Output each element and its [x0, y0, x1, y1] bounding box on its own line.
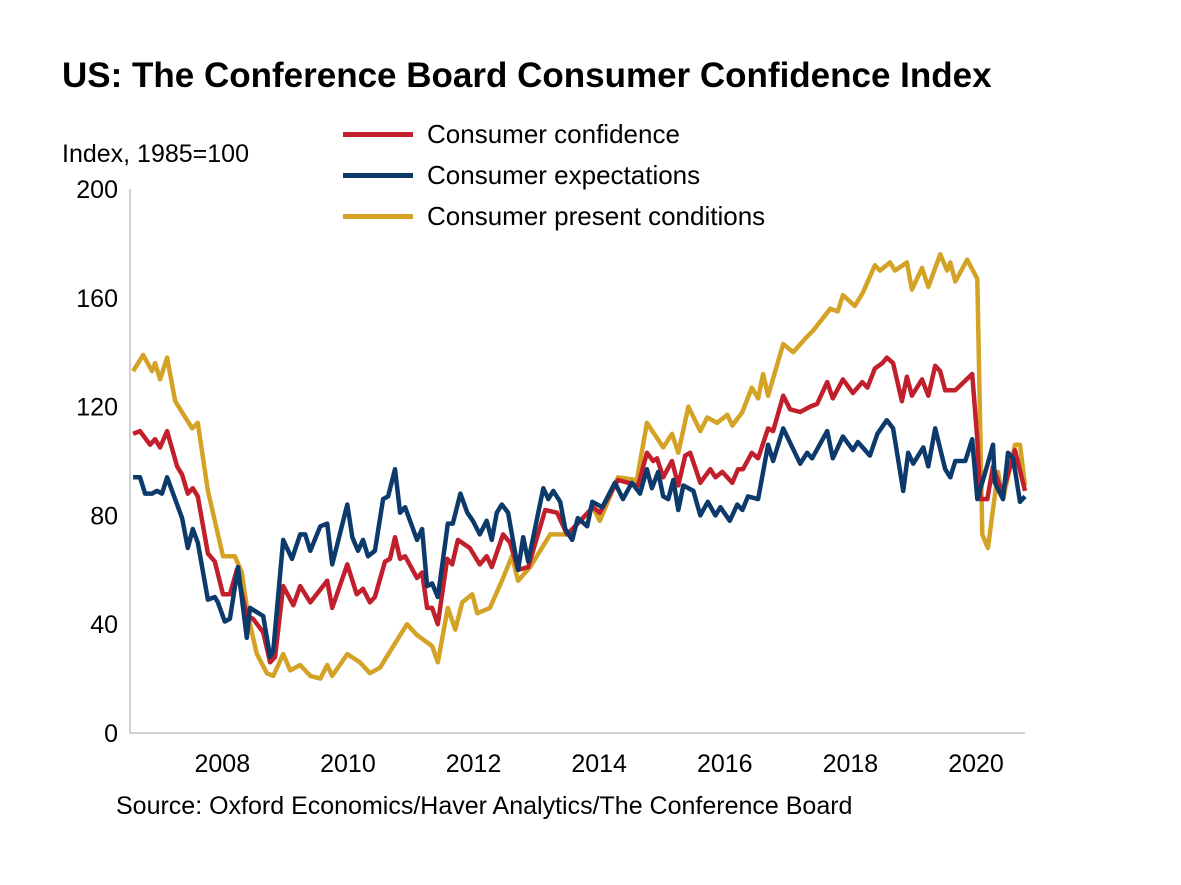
x-tick-label: 2020	[948, 750, 1004, 778]
y-tick-label: 0	[104, 720, 118, 748]
series-lines	[131, 252, 1028, 681]
y-axis-label: Index, 1985=100	[62, 140, 249, 168]
x-tick-label: 2010	[320, 750, 376, 778]
legend-swatch-consumer-expectations	[343, 173, 413, 178]
legend-item-consumer-expectations: Consumer expectations	[343, 155, 765, 196]
y-tick-label: 160	[76, 285, 118, 313]
series-line-consumer-present-conditions	[131, 252, 1028, 681]
legend-item-consumer-present-conditions: Consumer present conditions	[343, 196, 765, 237]
legend-item-consumer-confidence: Consumer confidence	[343, 114, 765, 155]
legend: Consumer confidence Consumer expectation…	[343, 114, 765, 237]
source-note: Source: Oxford Economics/Haver Analytics…	[116, 792, 853, 820]
tick-labels: 0 40 80 120 160 200 2008 2010 2012 2014 2016 2018 20…	[76, 176, 1004, 778]
series-line-consumer-confidence	[132, 355, 1028, 665]
legend-label: Consumer confidence	[427, 119, 680, 149]
x-tick-label: 2016	[697, 750, 753, 778]
x-tick-label: 2014	[571, 750, 627, 778]
axes	[129, 189, 1025, 734]
y-tick-label: 120	[76, 394, 118, 422]
chart-title: US: The Conference Board Consumer Confid…	[62, 56, 992, 95]
x-tick-label: 2012	[446, 750, 502, 778]
legend-label: Consumer expectations	[427, 160, 701, 190]
y-tick-label: 200	[76, 176, 118, 204]
x-tick-label: 2008	[195, 750, 251, 778]
legend-label: Consumer present conditions	[427, 201, 766, 231]
y-tick-label: 40	[90, 611, 118, 639]
legend-swatch-consumer-present-conditions	[343, 214, 413, 219]
y-tick-label: 80	[90, 502, 118, 530]
x-tick-label: 2018	[823, 750, 879, 778]
series-line-consumer-expectations	[133, 417, 1027, 660]
legend-swatch-consumer-confidence	[343, 132, 413, 137]
